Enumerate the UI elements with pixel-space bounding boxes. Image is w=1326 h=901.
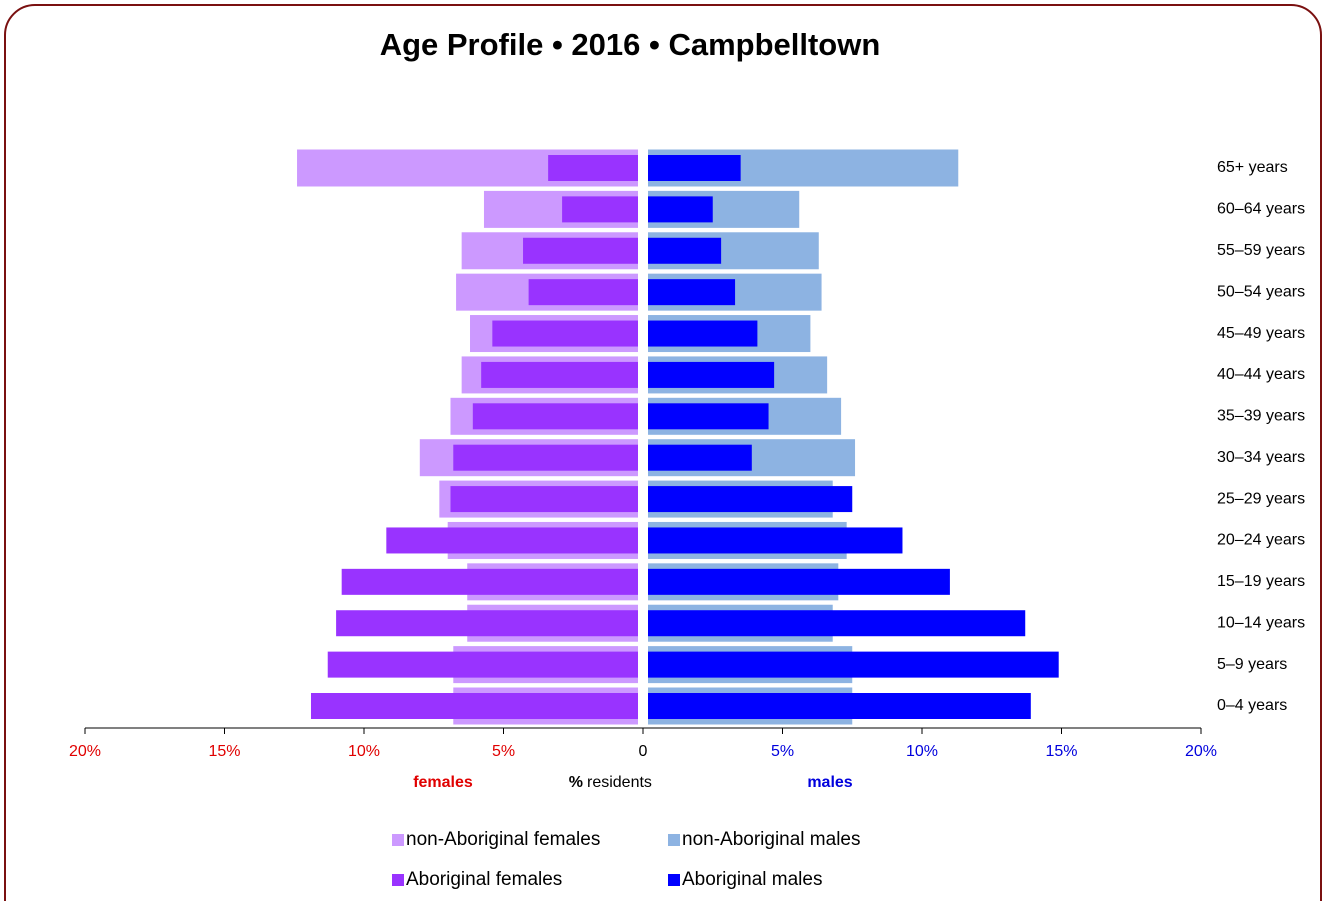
bar: [648, 610, 1026, 637]
bar: [648, 361, 775, 388]
chart-title: Age Profile • 2016 • Campbelltown: [380, 27, 881, 62]
legend-swatch: [668, 874, 680, 886]
bar: [648, 237, 722, 264]
x-tick-label: 10%: [348, 743, 380, 760]
bar: [472, 403, 638, 430]
bar: [548, 155, 638, 181]
bar: [648, 651, 1059, 678]
category-label: 55–59 years: [1217, 242, 1305, 259]
bar: [386, 527, 638, 554]
bar: [450, 486, 638, 513]
bar: [453, 444, 638, 471]
x-tick-label: 20%: [1185, 743, 1217, 760]
bar: [523, 237, 638, 264]
bar: [648, 568, 950, 595]
axis-label-unit: %: [569, 774, 583, 791]
legend-swatch: [392, 834, 404, 846]
x-tick-label: 10%: [906, 743, 938, 760]
category-label: 20–24 years: [1217, 532, 1305, 549]
category-label: 5–9 years: [1217, 656, 1287, 673]
bar: [648, 320, 758, 347]
category-label: 35–39 years: [1217, 408, 1305, 425]
legend-label: non-Aboriginal males: [682, 829, 861, 850]
bar: [648, 155, 741, 181]
bar: [648, 486, 853, 513]
axis-label-center: residents: [587, 774, 652, 791]
bar: [648, 403, 769, 430]
bar: [327, 651, 638, 678]
bar: [310, 693, 638, 719]
x-tick-label: 0: [639, 743, 648, 760]
axis-label-females: females: [413, 774, 473, 791]
legend-label: Aboriginal males: [682, 869, 822, 890]
category-label: 60–64 years: [1217, 201, 1305, 218]
bar: [528, 279, 638, 306]
bar: [648, 527, 903, 554]
legend-swatch: [668, 834, 680, 846]
category-label: 40–44 years: [1217, 366, 1305, 383]
bar: [481, 361, 638, 388]
bar: [341, 568, 638, 595]
bar: [648, 279, 736, 306]
x-tick-label: 15%: [208, 743, 240, 760]
legend-swatch: [392, 874, 404, 886]
legend-label: non-Aboriginal females: [406, 829, 600, 850]
x-tick-label: 15%: [1045, 743, 1077, 760]
category-label: 0–4 years: [1217, 697, 1287, 714]
category-label: 15–19 years: [1217, 573, 1305, 590]
bar: [648, 196, 713, 223]
category-label: 10–14 years: [1217, 614, 1305, 631]
bar: [336, 610, 638, 637]
x-tick-label: 5%: [492, 743, 515, 760]
bar: [492, 320, 638, 347]
category-label: 50–54 years: [1217, 283, 1305, 300]
category-label: 30–34 years: [1217, 449, 1305, 466]
category-label: 65+ years: [1217, 159, 1288, 176]
x-tick-label: 20%: [69, 743, 101, 760]
axis-label-males: males: [807, 774, 852, 791]
bar: [648, 693, 1031, 719]
category-label: 25–29 years: [1217, 490, 1305, 507]
legend-label: Aboriginal females: [406, 869, 562, 890]
x-tick-label: 5%: [771, 743, 794, 760]
category-label: 45–49 years: [1217, 325, 1305, 342]
bar: [648, 444, 752, 471]
bar: [562, 196, 638, 223]
